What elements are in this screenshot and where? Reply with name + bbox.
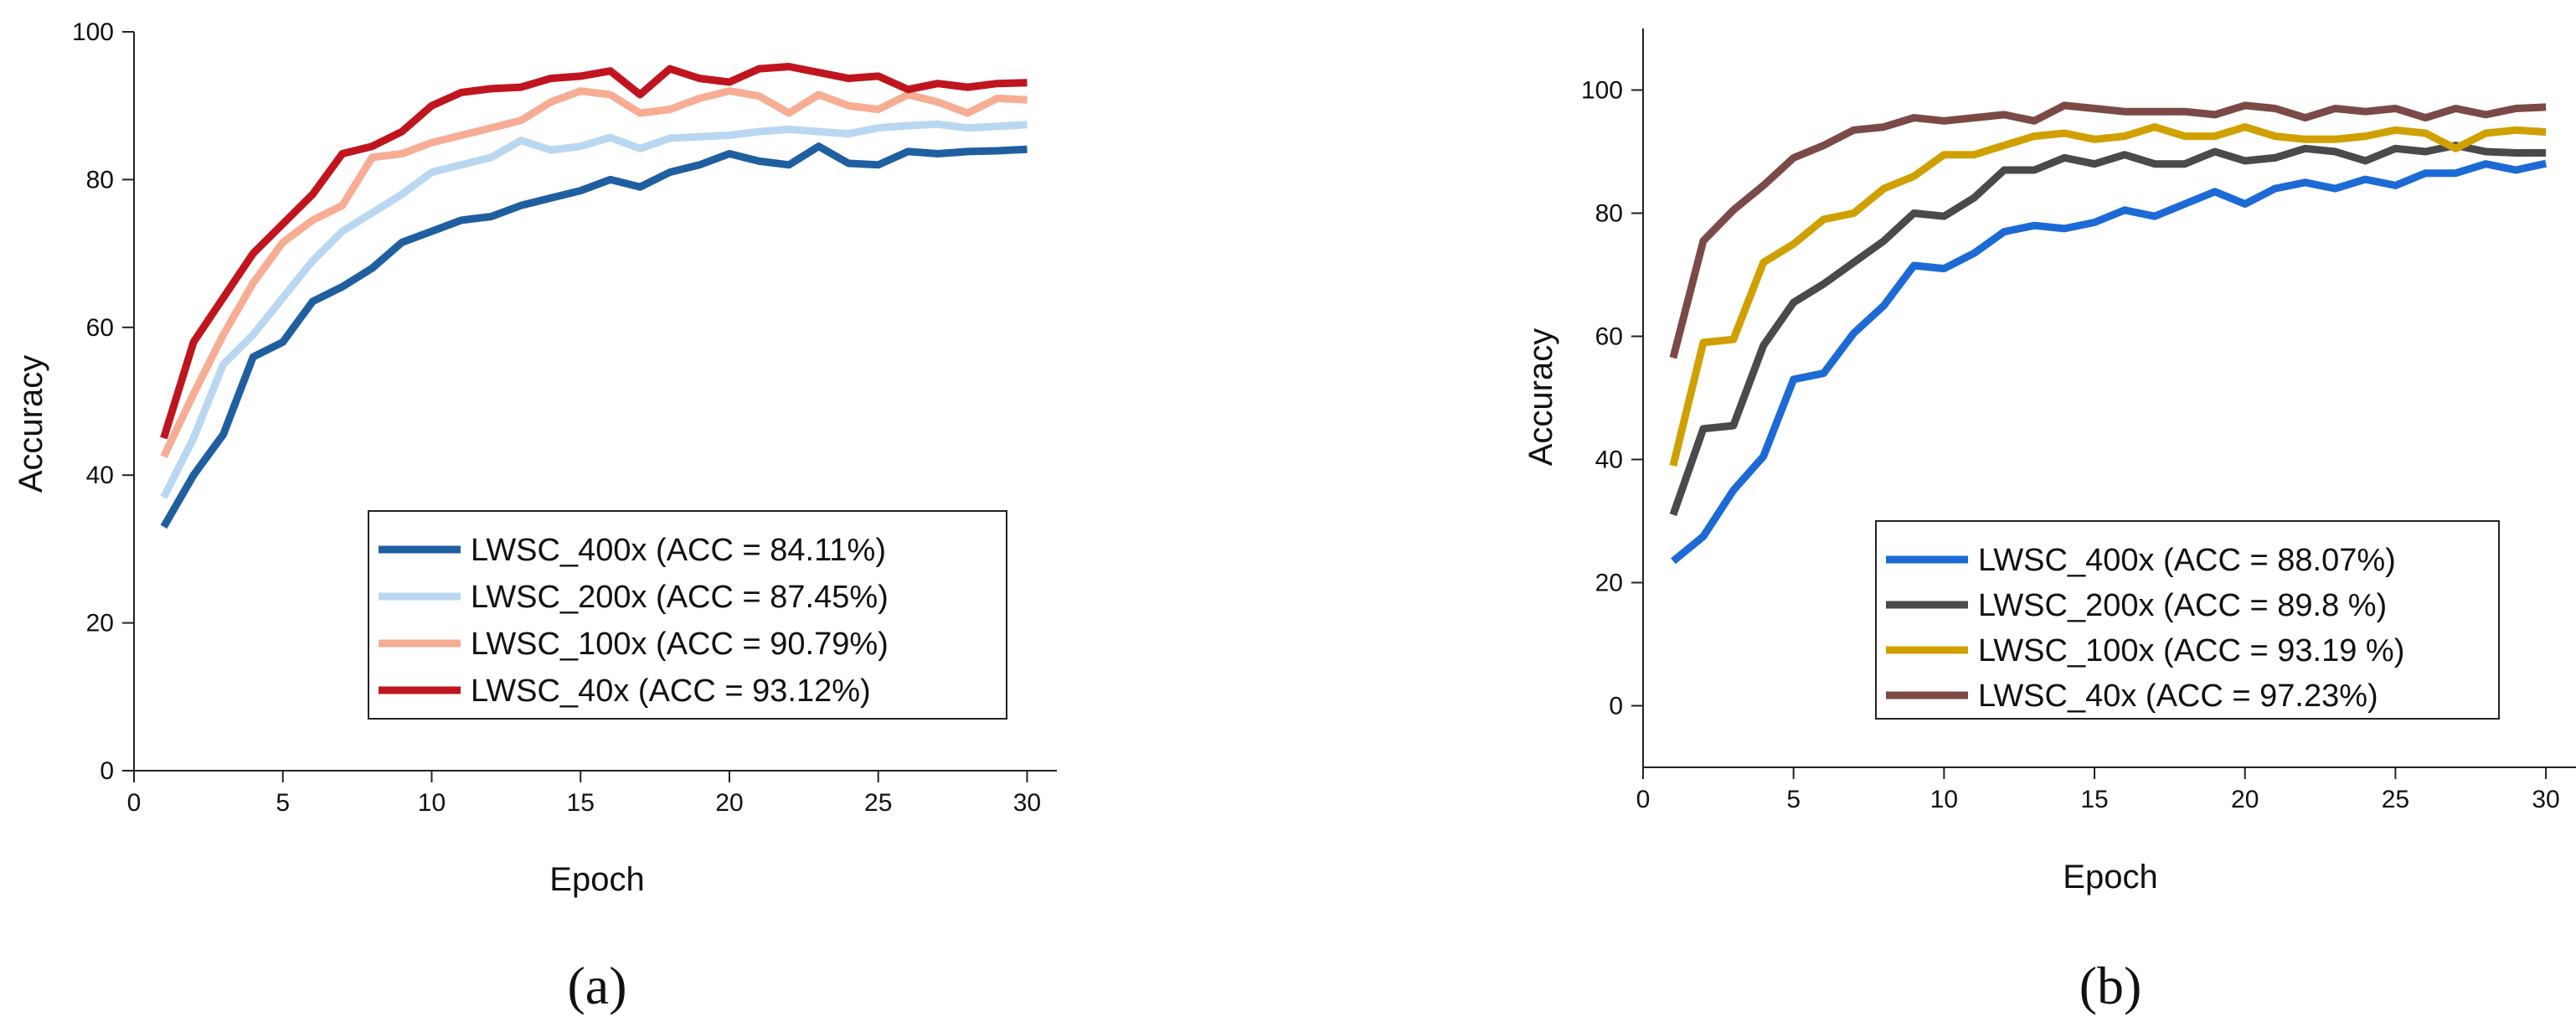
x-tick-label: 15 — [567, 789, 595, 817]
legend-label-4: LWSC_40x (ACC = 93.12%) — [471, 673, 871, 709]
legend-label-2: LWSC_200x (ACC = 87.45%) — [471, 580, 889, 615]
series-line-2 — [1669, 142, 2547, 517]
x-tick-label: 5 — [1786, 786, 1801, 813]
x-tick-label: 20 — [715, 789, 743, 817]
legend-label-3: LWSC_100x (ACC = 90.79%) — [471, 627, 889, 662]
x-tick-label: 10 — [1930, 786, 1958, 813]
series-line-4 — [160, 63, 1028, 440]
panel-b: 0 5 10 15 20 25 30 0 20 40 60 80 100 LWSC_400x (ACC … — [1522, 28, 2576, 1015]
legend-label-3: LWSC_100x (ACC = 93.19 %) — [1978, 633, 2404, 668]
series-line-3 — [1669, 123, 2547, 467]
y-tick-label: 60 — [86, 314, 114, 342]
panel-a: 0 5 10 15 20 25 30 0 20 40 60 80 100 LWSC_400x (ACC … — [13, 18, 1057, 1015]
y-tick-label: 60 — [1595, 323, 1623, 351]
y-tick-label: 20 — [1595, 570, 1623, 597]
y-tick-label: 80 — [86, 166, 114, 194]
axes-a: 0 5 10 15 20 25 30 0 20 40 60 80 100 — [72, 18, 1057, 817]
legend-box — [1875, 520, 2500, 720]
x-tick-label: 25 — [2382, 786, 2409, 813]
x-tick-label: 30 — [2532, 786, 2559, 813]
y-tick-label: 100 — [1581, 77, 1623, 105]
y-tick-label: 40 — [86, 462, 114, 489]
legend-b: LWSC_400x (ACC = 88.07%) LWSC_200x (ACC =… — [1875, 520, 2500, 720]
y-tick-label: 0 — [1609, 693, 1623, 720]
x-tick-label: 15 — [2080, 786, 2108, 813]
series-lines-a — [160, 63, 1028, 529]
x-axis-label-a: Epoch — [549, 861, 644, 898]
x-tick-label: 25 — [864, 789, 892, 817]
series-line-1 — [1671, 159, 2548, 565]
caption-a: (a) — [567, 956, 626, 1015]
series-lines-b — [1669, 101, 2548, 565]
y-tick-label: 20 — [86, 610, 114, 637]
y-axis-label-a: Accuracy — [13, 355, 49, 493]
series-line-4 — [1669, 101, 2547, 359]
series-line-3 — [160, 87, 1028, 459]
x-axis-label-b: Epoch — [2063, 859, 2157, 895]
caption-b: (b) — [2079, 956, 2142, 1015]
x-tick-label: 0 — [1636, 786, 1651, 813]
x-tick-label: 10 — [418, 789, 446, 817]
legend-label-1: LWSC_400x (ACC = 88.07%) — [1978, 543, 2396, 578]
y-tick-label: 0 — [100, 757, 114, 785]
x-tick-label: 0 — [127, 789, 142, 817]
x-tick-label: 5 — [276, 789, 290, 817]
y-tick-label: 40 — [1595, 446, 1623, 474]
legend-label-4: LWSC_40x (ACC = 97.23%) — [1978, 679, 2378, 714]
legend-label-2: LWSC_200x (ACC = 89.8 %) — [1978, 588, 2387, 623]
series-line-1 — [160, 142, 1028, 529]
legend-box — [368, 510, 1007, 720]
legend-label-1: LWSC_400x (ACC = 84.11%) — [471, 533, 886, 568]
x-tick-label: 30 — [1013, 789, 1041, 817]
y-axis-label-b: Accuracy — [1522, 328, 1559, 467]
axes-b: 0 5 10 15 20 25 30 0 20 40 60 80 100 — [1581, 28, 2576, 813]
x-tick-label: 20 — [2231, 786, 2259, 813]
y-tick-label: 80 — [1595, 200, 1623, 228]
legend-a: LWSC_400x (ACC = 84.11%) LWSC_200x (ACC =… — [368, 510, 1007, 720]
y-tick-label: 100 — [72, 18, 114, 46]
series-line-2 — [160, 120, 1028, 499]
